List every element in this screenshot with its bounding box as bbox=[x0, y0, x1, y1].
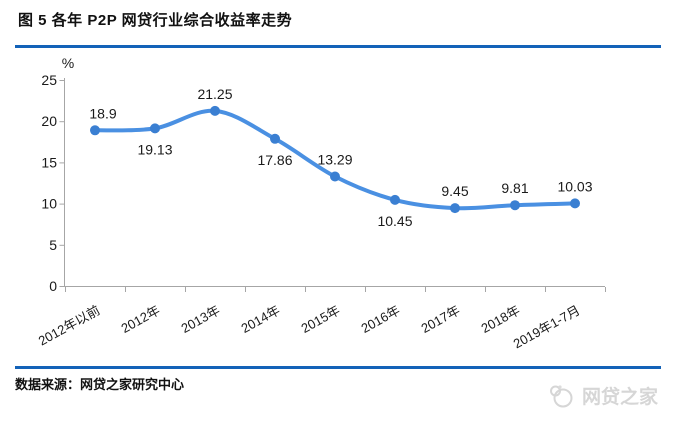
watermark: 网贷之家 bbox=[548, 382, 658, 409]
title-divider bbox=[15, 45, 661, 48]
x-category-label: 2019年1-7月 bbox=[511, 303, 583, 352]
data-point-marker bbox=[390, 194, 400, 205]
y-axis-unit-label: % bbox=[62, 55, 74, 71]
x-category-label: 2012年以前 bbox=[36, 303, 103, 349]
data-point-marker bbox=[510, 200, 520, 211]
data-label: 18.9 bbox=[89, 105, 116, 121]
watermark-text: 网贷之家 bbox=[581, 387, 658, 408]
x-category-label: 2018年 bbox=[479, 303, 523, 336]
y-tick-label: 0 bbox=[49, 278, 57, 294]
y-tick-label: 20 bbox=[41, 113, 57, 129]
x-category-label: 2015年 bbox=[299, 303, 343, 336]
data-point-marker bbox=[150, 123, 160, 134]
data-label: 10.45 bbox=[377, 213, 412, 229]
wangdaizhijia-logo-icon bbox=[549, 384, 573, 407]
data-label: 19.13 bbox=[137, 141, 172, 157]
x-category-label: 2014年 bbox=[239, 303, 283, 336]
y-tick-label: 15 bbox=[41, 154, 57, 170]
data-point-marker bbox=[570, 198, 580, 209]
data-point-marker bbox=[210, 105, 220, 116]
data-point-marker bbox=[450, 203, 460, 214]
data-label: 9.45 bbox=[441, 183, 468, 199]
data-label: 10.03 bbox=[557, 178, 592, 194]
x-category-label: 2016年 bbox=[359, 303, 403, 336]
data-point-marker bbox=[90, 125, 100, 136]
y-tick-label: 10 bbox=[41, 196, 57, 212]
data-label: 13.29 bbox=[317, 152, 352, 168]
source-note: 数据来源：网贷之家研究中心 bbox=[15, 377, 185, 392]
data-label: 9.81 bbox=[501, 180, 528, 196]
x-category-label: 2012年 bbox=[119, 303, 163, 336]
data-label: 17.86 bbox=[257, 152, 292, 168]
data-point-marker bbox=[330, 171, 340, 182]
data-label: 21.25 bbox=[197, 86, 232, 102]
x-category-label: 2013年 bbox=[179, 303, 223, 336]
figure-title: 图 5 各年 P2P 网贷行业综合收益率走势 bbox=[18, 12, 293, 29]
y-tick-label: 25 bbox=[41, 72, 57, 88]
x-category-label: 2017年 bbox=[419, 303, 463, 336]
data-point-marker bbox=[270, 133, 280, 144]
footer-divider bbox=[15, 366, 661, 369]
y-tick-label: 5 bbox=[49, 237, 57, 253]
